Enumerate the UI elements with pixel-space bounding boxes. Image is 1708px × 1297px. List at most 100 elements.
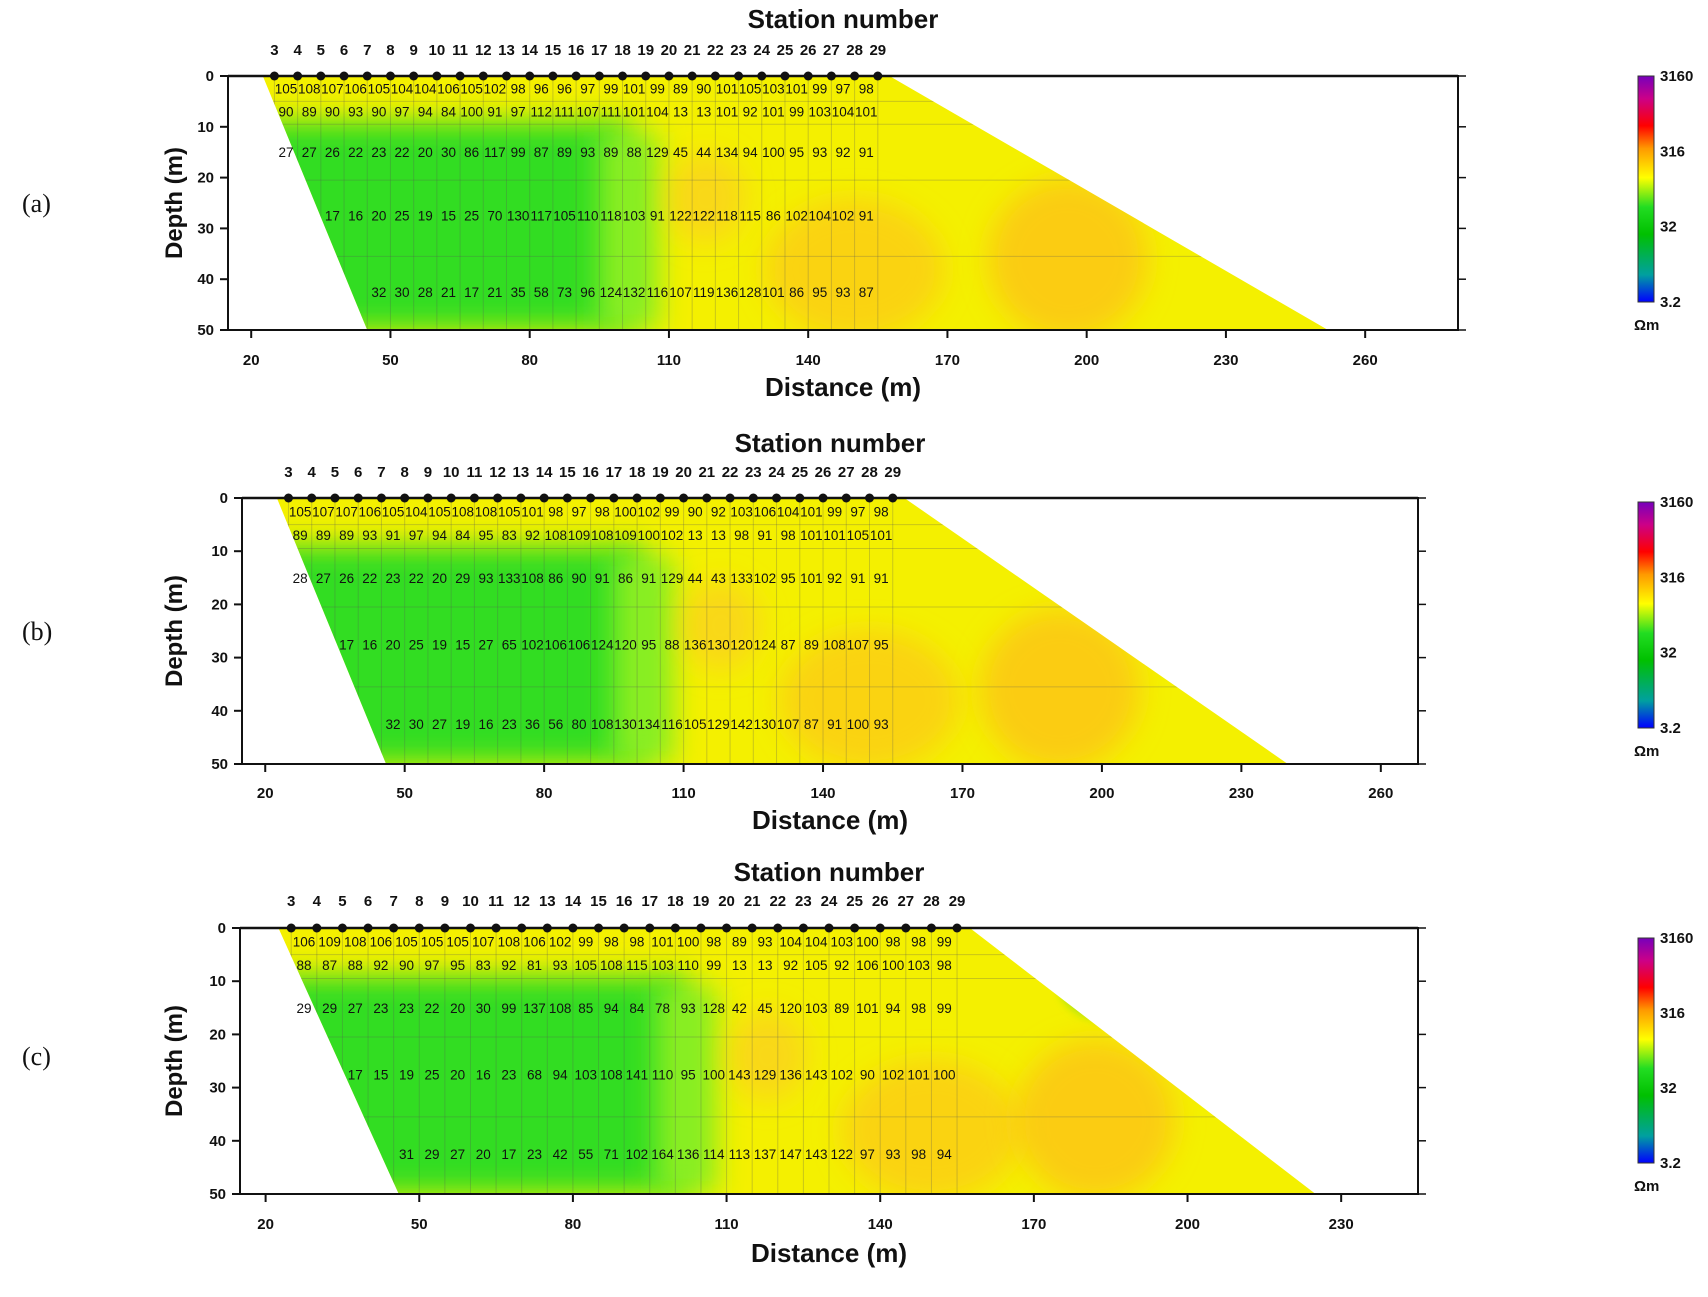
cell-value: 105 — [684, 717, 707, 732]
cell-value: 100 — [856, 934, 879, 949]
station-label: 25 — [846, 893, 863, 910]
station-marker — [409, 71, 419, 81]
y-tick-label: 40 — [209, 1133, 226, 1150]
cell-value: 98 — [874, 504, 889, 519]
cell-value: 116 — [661, 717, 683, 732]
cell-value: 100 — [762, 145, 785, 160]
station-label: 23 — [730, 42, 747, 59]
cell-value: 93 — [479, 571, 494, 586]
station-marker — [687, 71, 697, 81]
cell-value: 91 — [859, 209, 874, 224]
cell-value: 106 — [544, 637, 567, 652]
station-label: 13 — [513, 464, 530, 481]
station-label: 6 — [364, 893, 372, 910]
y-tick-label: 10 — [209, 973, 226, 990]
cell-value: 17 — [325, 209, 340, 224]
cell-value: 100 — [637, 528, 660, 543]
cell-value: 117 — [484, 145, 506, 160]
cell-values: 105 107 107 106 105 104 105 108 108 105 101 98 97 98 1… — [289, 504, 893, 732]
station-marker — [491, 923, 501, 933]
cell-value: 89 — [293, 528, 308, 543]
cell-value: 27 — [316, 571, 331, 586]
cell-value: 110 — [577, 209, 599, 224]
station-marker — [269, 71, 279, 81]
station-marker — [542, 923, 552, 933]
station-label: 3 — [287, 893, 295, 910]
cell-value: 102 — [831, 1067, 854, 1082]
cell-value: 107 — [335, 504, 358, 519]
cell-value: 105 — [421, 934, 444, 949]
cell-value: 101 — [856, 1001, 879, 1016]
cell-value: 99 — [578, 934, 593, 949]
cell-value: 30 — [409, 717, 424, 732]
y-tick-label: 20 — [209, 1026, 226, 1043]
cell-value: 103 — [623, 209, 646, 224]
x-tick-label: 200 — [1175, 1216, 1200, 1233]
cell-value: 98 — [511, 82, 526, 97]
station-label: 28 — [861, 464, 878, 481]
cell-value: 97 — [571, 504, 586, 519]
station-marker — [353, 493, 363, 503]
high-resistivity-patch — [1015, 1039, 1176, 1194]
cell-value: 20 — [432, 571, 447, 586]
cell-value: 98 — [911, 934, 926, 949]
cell-value: 122 — [692, 209, 715, 224]
cell-value: 92 — [827, 571, 842, 586]
cell-value: 91 — [595, 571, 610, 586]
cell-value: 106 — [370, 934, 393, 949]
y-tick-label: 30 — [211, 650, 228, 667]
cell-value: 42 — [732, 1001, 747, 1016]
x-tick-label: 140 — [868, 1216, 893, 1233]
station-marker — [619, 923, 629, 933]
station-marker — [307, 493, 317, 503]
cell-value: 132 — [623, 285, 646, 300]
station-marker — [798, 923, 808, 933]
cell-value: 104 — [809, 209, 832, 224]
cell-value: 21 — [441, 285, 456, 300]
cell-value: 91 — [487, 105, 502, 120]
x-tick-label: 50 — [411, 1216, 428, 1233]
cell-value: 101 — [800, 504, 823, 519]
cell-value: 104 — [646, 105, 669, 120]
station-label: 18 — [667, 893, 684, 910]
cell-value: 122 — [669, 209, 692, 224]
cell-value: 98 — [911, 1147, 926, 1162]
station-marker — [641, 71, 651, 81]
station-marker — [517, 923, 527, 933]
station-marker — [414, 923, 424, 933]
station-marker — [795, 493, 805, 503]
station-label: 19 — [693, 893, 710, 910]
station-marker — [873, 71, 883, 81]
cell-value: 94 — [886, 1001, 902, 1016]
station-marker — [664, 71, 674, 81]
cell-value: 102 — [521, 637, 544, 652]
cell-value: 108 — [344, 934, 367, 949]
cell-value: 26 — [339, 571, 354, 586]
cell-value: 136 — [779, 1067, 802, 1082]
cell-value: 115 — [626, 958, 648, 973]
cell-value: 91 — [757, 528, 772, 543]
station-marker — [568, 923, 578, 933]
station-label: 5 — [317, 42, 325, 59]
station-label: 21 — [684, 42, 701, 59]
y-tick-label: 10 — [197, 119, 214, 136]
cell-value: 27 — [432, 717, 447, 732]
cell-value: 101 — [651, 934, 674, 949]
station-label: 24 — [821, 893, 838, 910]
station-marker — [312, 923, 322, 933]
cell-value: 86 — [464, 145, 479, 160]
x-tick-label: 260 — [1353, 352, 1378, 369]
station-marker — [501, 71, 511, 81]
cell-values: 105 108 107 106 105 104 104 106 105 102 98 96 96 97 99… — [275, 82, 878, 300]
cell-value: 103 — [762, 82, 785, 97]
cell-value: 106 — [568, 637, 591, 652]
cell-value: 108 — [452, 504, 475, 519]
cell-value: 32 — [386, 717, 401, 732]
cell-value: 99 — [937, 1001, 952, 1016]
cell-value: 98 — [706, 934, 721, 949]
cell-value: 106 — [437, 82, 460, 97]
station-marker — [655, 493, 665, 503]
cell-value: 108 — [475, 504, 498, 519]
cell-value: 91 — [859, 145, 874, 160]
station-label: 22 — [722, 464, 739, 481]
